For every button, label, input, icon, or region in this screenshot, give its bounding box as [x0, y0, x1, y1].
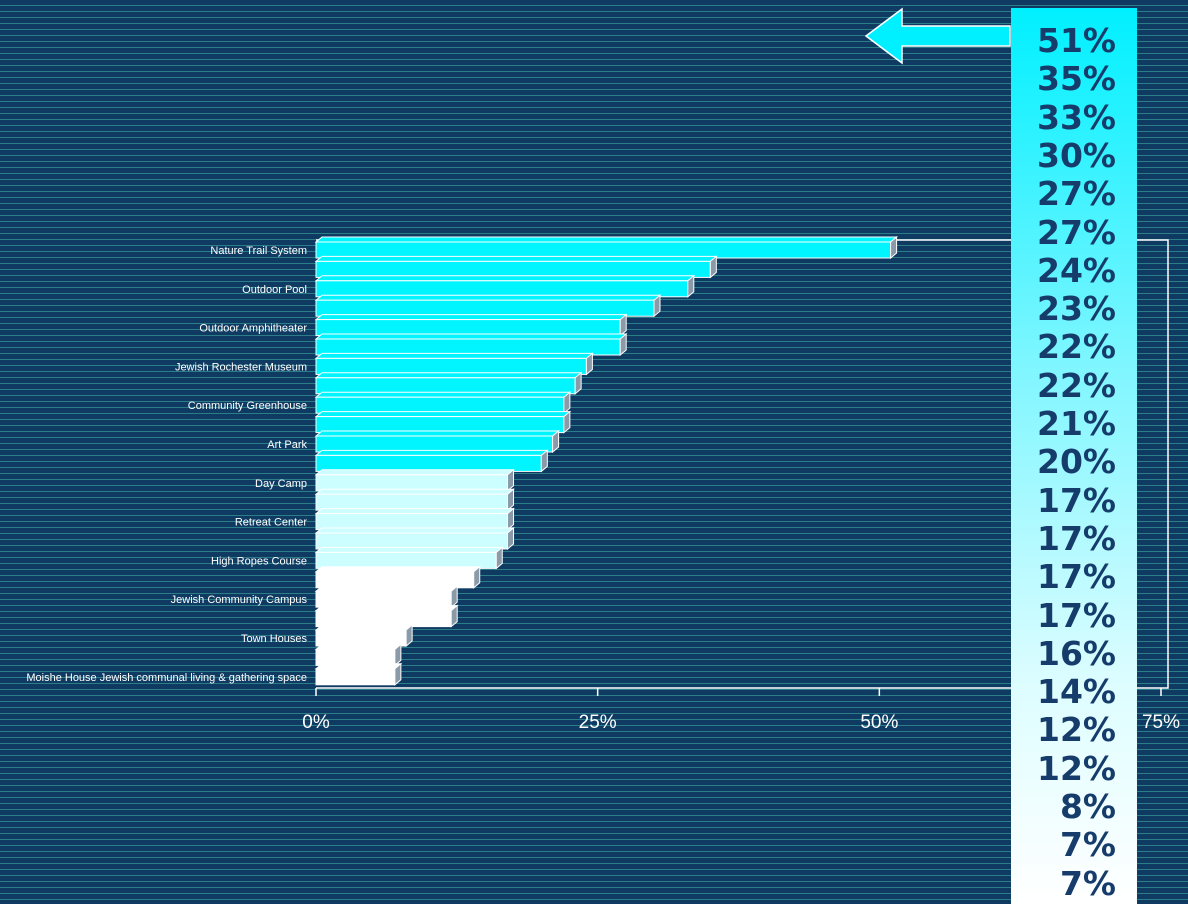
- value-label: 17%: [1037, 480, 1116, 520]
- bar: [314, 255, 718, 279]
- value-label: 12%: [1037, 748, 1116, 788]
- value-label: 30%: [1037, 135, 1116, 175]
- bar: [314, 565, 482, 589]
- value-label: 24%: [1037, 250, 1116, 290]
- category-label: Day Camp: [255, 478, 307, 490]
- category-label: Art Park: [267, 439, 307, 451]
- bar: [314, 235, 898, 260]
- value-labels-panel: 51% 35% 33% 30% 27% 27% 24% 23% 22% 22% 21% 20% 17% 1…: [1011, 8, 1137, 904]
- bar: [314, 643, 403, 667]
- value-label: 33%: [1037, 97, 1116, 137]
- category-label: Outdoor Pool: [242, 284, 307, 296]
- category-label: Moishe House Jewish communal living & ga…: [26, 672, 307, 684]
- bar: [314, 526, 515, 551]
- value-label: 17%: [1037, 595, 1116, 635]
- category-label: Town Houses: [241, 633, 308, 645]
- value-label: 22%: [1037, 327, 1116, 367]
- value-label: 35%: [1037, 59, 1116, 99]
- bar: [314, 604, 459, 628]
- bar: [314, 585, 459, 609]
- value-label: 27%: [1037, 212, 1116, 252]
- category-labels-group: Nature Trail System Outdoor Pool Outdoor A…: [26, 245, 307, 684]
- bar: [314, 468, 515, 492]
- value-label: 21%: [1037, 404, 1116, 443]
- value-label: 7%: [1059, 825, 1116, 865]
- bar: [314, 449, 549, 473]
- bar: [314, 662, 403, 686]
- x-tick-label: 25%: [579, 712, 617, 733]
- value-label: 8%: [1059, 787, 1116, 826]
- value-label: 12%: [1037, 710, 1116, 750]
- x-tick-label: 0%: [302, 712, 330, 733]
- value-label: 20%: [1037, 442, 1116, 482]
- x-axis-group: 0% 25% 50% 75%: [302, 688, 1180, 733]
- value-label: 17%: [1037, 557, 1116, 597]
- category-label: Nature Trail System: [210, 245, 307, 257]
- x-tick-label: 50%: [860, 712, 898, 733]
- value-label: 7%: [1059, 863, 1116, 903]
- bar: [314, 332, 628, 357]
- value-label: 14%: [1037, 672, 1116, 712]
- category-label: High Ropes Course: [211, 555, 307, 567]
- bar: [314, 371, 583, 395]
- bar: [314, 294, 662, 318]
- category-label: Outdoor Amphitheater: [199, 323, 307, 335]
- value-label: 17%: [1037, 518, 1116, 558]
- bar: [314, 313, 628, 337]
- value-label: 23%: [1037, 289, 1116, 329]
- bar: [314, 546, 504, 570]
- bar: [314, 507, 515, 531]
- bar: [314, 274, 696, 298]
- value-label: 16%: [1037, 633, 1116, 673]
- category-label: Retreat Center: [235, 517, 307, 529]
- bar: [314, 429, 560, 454]
- category-label: Jewish Rochester Museum: [175, 361, 307, 373]
- value-label: 27%: [1037, 174, 1116, 214]
- bar: [314, 410, 572, 434]
- x-tick-label: 75%: [1142, 712, 1180, 733]
- value-label: 51%: [1037, 21, 1116, 60]
- left-arrow-icon: [864, 7, 1011, 65]
- category-label: Jewish Community Campus: [171, 594, 308, 606]
- bar: [314, 623, 414, 648]
- bar: [314, 391, 572, 415]
- bar: [314, 488, 515, 512]
- value-label: 22%: [1037, 365, 1116, 405]
- bar: [314, 352, 594, 376]
- category-label: Community Greenhouse: [188, 400, 307, 412]
- bars-group: [314, 235, 898, 686]
